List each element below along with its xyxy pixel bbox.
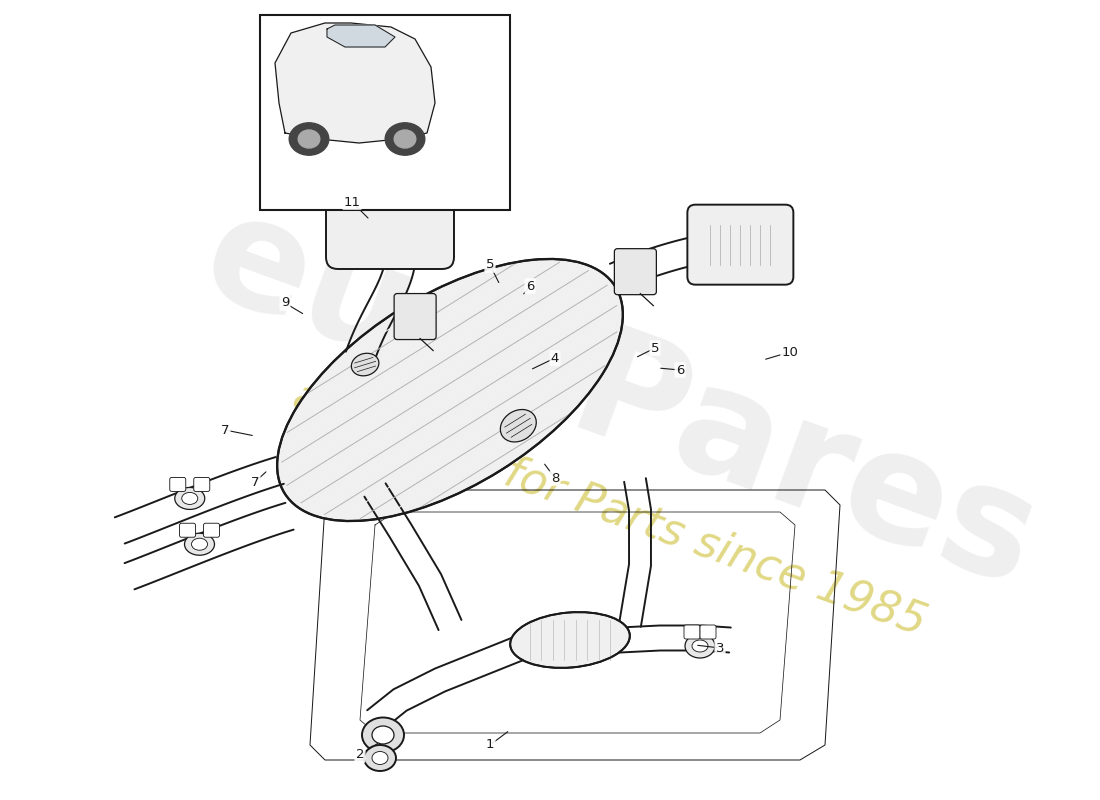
Ellipse shape: [362, 718, 404, 753]
FancyBboxPatch shape: [688, 205, 793, 285]
Text: 1: 1: [486, 738, 494, 751]
Ellipse shape: [191, 538, 208, 550]
Ellipse shape: [692, 640, 708, 652]
FancyBboxPatch shape: [179, 523, 196, 538]
Text: 7: 7: [251, 475, 260, 489]
Ellipse shape: [185, 534, 214, 555]
Text: 5: 5: [651, 342, 659, 354]
Text: 5: 5: [486, 258, 494, 271]
Text: 2: 2: [355, 749, 364, 762]
Bar: [260, 15, 510, 210]
Text: 9: 9: [280, 297, 289, 310]
Ellipse shape: [175, 487, 205, 510]
Polygon shape: [327, 25, 395, 47]
Text: 6: 6: [675, 363, 684, 377]
Ellipse shape: [510, 612, 630, 668]
Text: 10: 10: [782, 346, 799, 358]
Text: 3: 3: [716, 642, 724, 654]
Text: 6: 6: [526, 279, 535, 293]
Ellipse shape: [351, 354, 378, 376]
Text: euroPares: euroPares: [184, 181, 1056, 619]
Ellipse shape: [364, 745, 396, 771]
FancyBboxPatch shape: [194, 478, 210, 491]
FancyBboxPatch shape: [169, 478, 186, 491]
Polygon shape: [275, 23, 434, 143]
Text: a passion for Parts since 1985: a passion for Parts since 1985: [287, 375, 933, 645]
Ellipse shape: [685, 634, 715, 658]
Ellipse shape: [277, 259, 623, 521]
FancyBboxPatch shape: [615, 249, 657, 294]
Ellipse shape: [372, 726, 394, 744]
Ellipse shape: [385, 122, 425, 155]
FancyBboxPatch shape: [700, 625, 716, 639]
Ellipse shape: [394, 130, 416, 148]
Text: 4: 4: [551, 351, 559, 365]
Text: 11: 11: [343, 195, 361, 209]
FancyBboxPatch shape: [204, 523, 220, 538]
Ellipse shape: [289, 122, 329, 155]
Text: 8: 8: [551, 471, 559, 485]
Ellipse shape: [500, 410, 537, 442]
Ellipse shape: [182, 493, 198, 505]
FancyBboxPatch shape: [326, 161, 454, 269]
Text: 7: 7: [221, 423, 229, 437]
FancyBboxPatch shape: [684, 625, 700, 639]
FancyBboxPatch shape: [394, 294, 436, 339]
Ellipse shape: [372, 751, 388, 765]
Ellipse shape: [298, 130, 320, 148]
